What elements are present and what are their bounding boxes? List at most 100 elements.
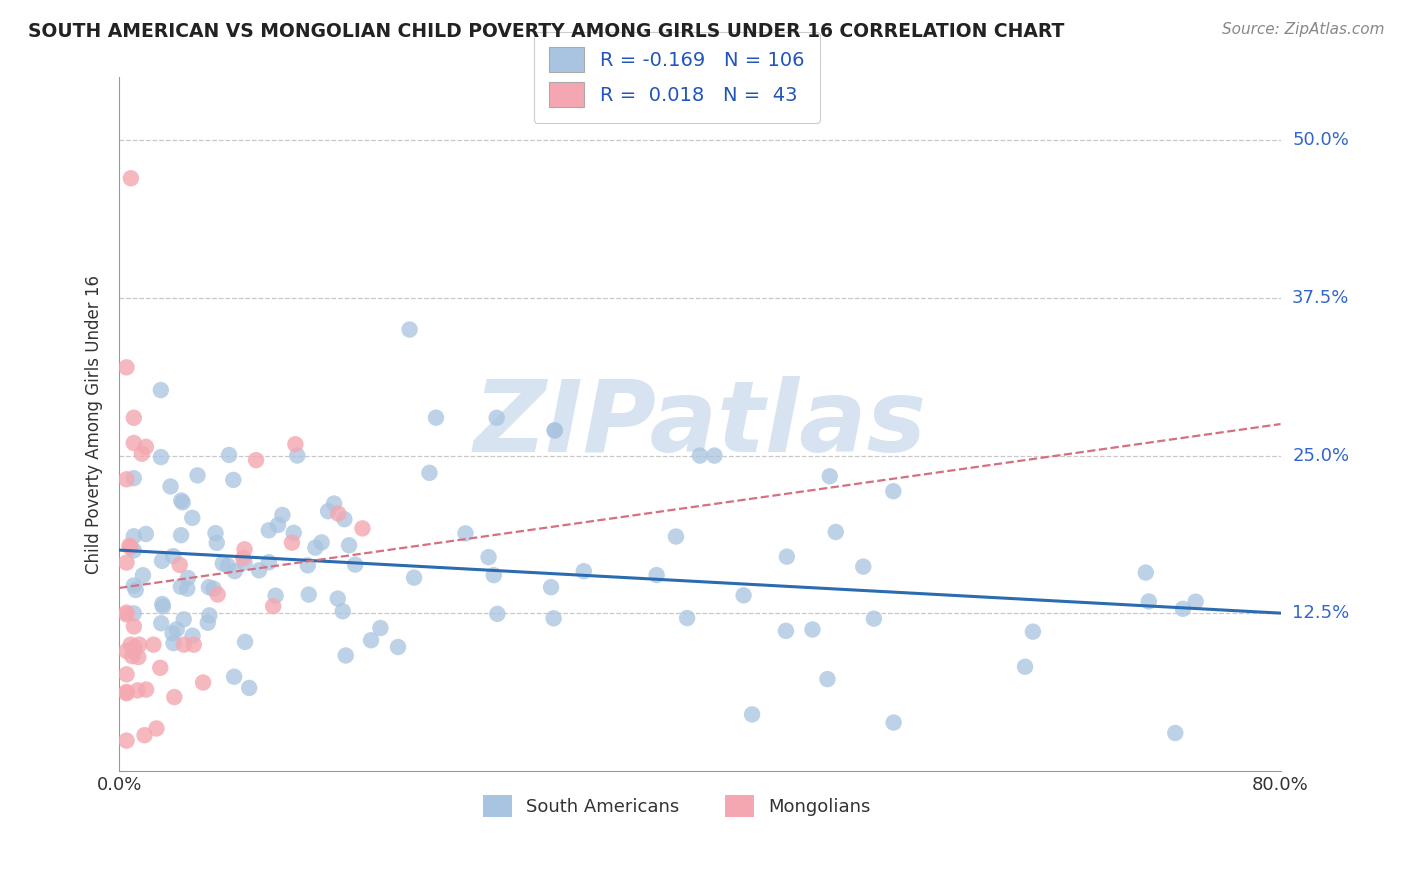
Point	[149, 383, 172, 397]
Point	[115, 667, 138, 681]
Point	[741, 707, 763, 722]
Point	[326, 591, 349, 606]
Point	[198, 580, 221, 594]
Point	[150, 597, 173, 611]
Point	[125, 582, 148, 597]
Point	[170, 493, 193, 508]
Point	[124, 640, 146, 654]
Point	[191, 675, 214, 690]
Point	[122, 644, 145, 658]
Point	[1164, 726, 1187, 740]
Text: Source: ZipAtlas.com: Source: ZipAtlas.com	[1222, 22, 1385, 37]
Point	[149, 450, 172, 464]
Point	[207, 587, 229, 601]
Text: SOUTH AMERICAN VS MONGOLIAN CHILD POVERTY AMONG GIRLS UNDER 16 CORRELATION CHART: SOUTH AMERICAN VS MONGOLIAN CHILD POVERT…	[28, 22, 1064, 41]
Y-axis label: Child Poverty Among Girls Under 16: Child Poverty Among Girls Under 16	[86, 275, 103, 574]
Point	[645, 568, 668, 582]
Point	[115, 360, 138, 375]
Point	[311, 535, 333, 549]
Point	[217, 558, 239, 573]
Point	[323, 497, 346, 511]
Point	[775, 624, 797, 638]
Point	[1137, 594, 1160, 608]
Point	[316, 504, 339, 518]
Point	[540, 580, 562, 594]
Point	[183, 638, 205, 652]
Point	[142, 638, 165, 652]
Point	[202, 582, 225, 596]
Point	[402, 571, 425, 585]
Point	[150, 616, 173, 631]
Point	[127, 650, 149, 665]
Text: 25.0%: 25.0%	[1292, 447, 1350, 465]
Point	[482, 568, 505, 582]
Point	[115, 685, 138, 699]
Point	[145, 722, 167, 736]
Point	[824, 524, 846, 539]
Point	[284, 437, 307, 451]
Point	[122, 436, 145, 450]
Point	[170, 528, 193, 542]
Point	[115, 607, 138, 622]
Point	[271, 508, 294, 522]
Point	[134, 728, 156, 742]
Point	[335, 648, 357, 663]
Point	[477, 550, 499, 565]
Point	[333, 512, 356, 526]
Point	[425, 410, 447, 425]
Point	[205, 536, 228, 550]
Point	[882, 484, 904, 499]
Point	[776, 549, 799, 564]
Point	[115, 686, 138, 700]
Point	[344, 558, 367, 572]
Point	[398, 322, 420, 336]
Point	[169, 558, 191, 572]
Point	[283, 525, 305, 540]
Point	[149, 661, 172, 675]
Point	[122, 529, 145, 543]
Legend: South Americans, Mongolians: South Americans, Mongolians	[475, 788, 877, 824]
Point	[1171, 601, 1194, 615]
Point	[135, 682, 157, 697]
Point	[115, 556, 138, 570]
Point	[197, 615, 219, 630]
Point	[863, 612, 886, 626]
Point	[297, 558, 319, 573]
Point	[198, 608, 221, 623]
Point	[733, 588, 755, 602]
Point	[135, 527, 157, 541]
Point	[186, 468, 208, 483]
Point	[120, 171, 142, 186]
Point	[121, 649, 143, 664]
Text: ZIPatlas: ZIPatlas	[474, 376, 927, 473]
Point	[665, 529, 688, 543]
Point	[163, 690, 186, 704]
Point	[118, 539, 141, 553]
Point	[131, 447, 153, 461]
Point	[245, 453, 267, 467]
Point	[233, 556, 256, 570]
Point	[211, 557, 233, 571]
Point	[162, 636, 184, 650]
Point	[337, 538, 360, 552]
Point	[264, 589, 287, 603]
Point	[304, 541, 326, 555]
Point	[1135, 566, 1157, 580]
Point	[162, 626, 184, 640]
Point	[233, 542, 256, 557]
Point	[544, 423, 567, 437]
Point	[128, 638, 150, 652]
Point	[181, 511, 204, 525]
Point	[232, 551, 254, 566]
Point	[218, 448, 240, 462]
Point	[233, 635, 256, 649]
Point	[486, 607, 509, 621]
Point	[387, 640, 409, 654]
Point	[173, 638, 195, 652]
Point	[115, 472, 138, 486]
Point	[177, 571, 200, 585]
Point	[454, 526, 477, 541]
Point	[120, 540, 142, 554]
Point	[544, 423, 567, 437]
Point	[115, 606, 138, 620]
